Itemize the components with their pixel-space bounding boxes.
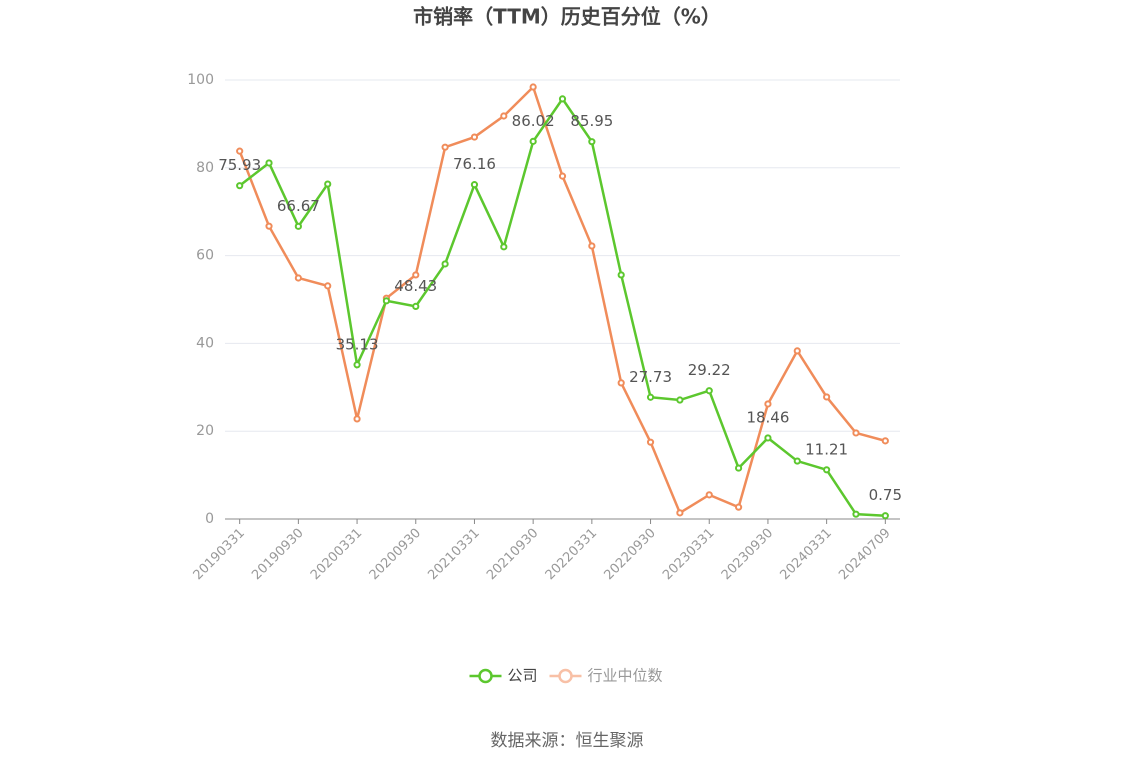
y-tick-label: 0	[205, 511, 214, 527]
data-label: 86.02	[512, 112, 555, 130]
point	[500, 112, 508, 120]
point	[676, 509, 684, 517]
point	[529, 83, 537, 91]
point	[881, 512, 889, 520]
point	[793, 347, 801, 355]
point	[852, 429, 860, 437]
data-label: 76.16	[453, 155, 496, 173]
point	[265, 159, 273, 167]
point	[470, 133, 479, 141]
point	[823, 393, 831, 401]
point	[236, 182, 244, 190]
point	[852, 510, 860, 518]
data-label: 18.46	[746, 408, 789, 426]
x-tick-label: 20220331	[543, 526, 600, 583]
data-label: 85.95	[570, 112, 613, 130]
data-label: 75.93	[218, 156, 261, 174]
legend-label: 行业中位数	[588, 667, 663, 685]
legend-marker	[558, 668, 573, 684]
chart-title: 市销率（TTM）历史百分位（%）	[413, 5, 721, 29]
y-tick-label: 80	[196, 160, 214, 176]
source: 数据来源：恒生聚源	[491, 731, 644, 751]
x-tick-label: 20200930	[367, 526, 424, 583]
point	[324, 180, 332, 188]
data-label: 29.22	[688, 361, 731, 379]
point	[588, 138, 596, 146]
data-label: 48.43	[394, 277, 437, 295]
point	[793, 457, 801, 465]
y-tick-label: 20	[196, 423, 214, 439]
point	[412, 271, 420, 279]
series-line	[238, 96, 886, 517]
legend-label: 公司	[508, 667, 538, 685]
point	[646, 438, 655, 446]
point	[734, 464, 743, 472]
point	[500, 243, 508, 251]
point	[823, 466, 831, 474]
x-tick-label: 20190930	[249, 526, 306, 583]
data-label: 66.67	[277, 197, 320, 215]
point	[265, 222, 273, 230]
x-tick-label: 20210930	[484, 526, 541, 583]
point	[734, 503, 743, 511]
point	[294, 274, 302, 282]
x-tick-label: 20200331	[308, 526, 365, 583]
point	[881, 437, 889, 445]
point	[441, 260, 449, 268]
point	[353, 361, 361, 369]
point	[764, 400, 772, 408]
point	[588, 242, 596, 250]
data-label: 35.13	[336, 335, 379, 353]
data-label: 11.21	[805, 440, 848, 458]
y-tick-label: 100	[187, 72, 214, 88]
legend-marker	[478, 668, 493, 684]
x-tick-label: 20240331	[778, 526, 835, 583]
point	[676, 396, 684, 404]
y-tick-label: 40	[196, 335, 214, 351]
point	[294, 222, 302, 230]
point	[558, 172, 567, 180]
point	[353, 415, 361, 423]
point	[646, 393, 655, 401]
point	[617, 379, 625, 387]
series-line	[238, 84, 886, 515]
point	[705, 491, 713, 499]
point	[529, 137, 537, 145]
x-tick-label: 20230331	[660, 526, 717, 583]
x-tick-label: 20230930	[719, 526, 776, 583]
point	[324, 282, 332, 290]
point	[617, 271, 625, 279]
x-tick-label: 20190331	[191, 526, 248, 583]
point	[705, 387, 713, 395]
data-label: 27.73	[629, 368, 672, 386]
point	[764, 434, 772, 442]
x-tick-label: 20220930	[601, 526, 658, 583]
y-tick-label: 60	[196, 248, 214, 264]
data-label: 0.75	[869, 486, 902, 504]
point	[236, 147, 244, 155]
point	[441, 143, 449, 151]
x-tick-label: 20210331	[425, 526, 482, 583]
point	[412, 302, 420, 310]
point	[558, 95, 567, 103]
point	[470, 181, 479, 189]
point	[382, 297, 391, 305]
x-tick-label: 20240709	[836, 526, 893, 583]
